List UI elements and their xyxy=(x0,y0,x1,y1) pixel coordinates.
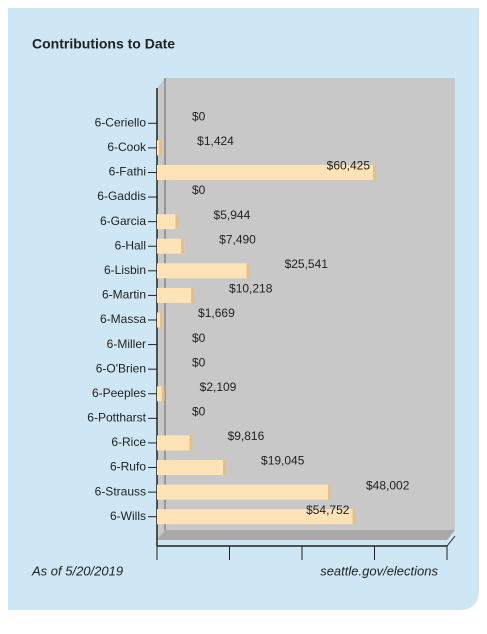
bar xyxy=(157,238,185,254)
bar-side xyxy=(159,140,163,156)
bar-side xyxy=(328,484,332,500)
value-label: $1,669 xyxy=(198,306,235,320)
footnote-right: seattle.gov/elections xyxy=(320,563,438,578)
bar-side xyxy=(161,386,165,402)
bar-side xyxy=(175,214,179,230)
bar-side xyxy=(352,509,356,525)
bar-side xyxy=(181,238,185,254)
y-tick-label: 6-Fathi xyxy=(109,165,146,179)
bar xyxy=(157,214,179,230)
y-tick-label: 6-Cook xyxy=(107,140,147,154)
y-tick-label: 6-Ceriello xyxy=(95,115,147,129)
bar-side xyxy=(246,263,250,279)
y-tick-label: 6-Lisbin xyxy=(104,263,146,277)
y-tick-label: 6-Wills xyxy=(110,509,146,523)
value-label: $7,490 xyxy=(219,232,256,246)
y-tick-label: 6-Hall xyxy=(115,238,146,252)
footnote-left: As of 5/20/2019 xyxy=(31,563,123,578)
bar xyxy=(157,484,332,500)
bar xyxy=(157,263,250,279)
x-axis-depth xyxy=(446,535,456,547)
value-label: $5,944 xyxy=(214,208,251,222)
bar-side xyxy=(191,287,195,303)
bar xyxy=(157,312,164,328)
plot-back xyxy=(157,78,455,540)
value-label: $25,541 xyxy=(285,257,329,271)
bar xyxy=(157,435,193,451)
bar-side xyxy=(160,312,164,328)
bar xyxy=(157,386,165,402)
y-tick-label: 6-Massa xyxy=(100,312,146,326)
y-tick-label: 6-Pottharst xyxy=(87,411,146,425)
chart-title: Contributions to Date xyxy=(32,36,175,52)
y-tick-label: 6-Strauss xyxy=(95,484,146,498)
y-tick-label: 6-Miller xyxy=(107,337,146,351)
value-label: $0 xyxy=(192,405,206,419)
value-label: $19,045 xyxy=(261,454,305,468)
y-tick-label: 6-Rufo xyxy=(110,460,146,474)
bar xyxy=(157,509,356,525)
y-tick-label: 6-Gaddis xyxy=(97,189,146,203)
bar-side xyxy=(223,460,227,476)
bar xyxy=(157,287,195,303)
value-label: $0 xyxy=(192,109,206,123)
value-label: $60,425 xyxy=(327,159,371,173)
y-tick-label: 6-Garcia xyxy=(100,214,146,228)
y-tick-label: 6-O'Brien xyxy=(96,361,146,375)
value-label: $9,816 xyxy=(228,429,265,443)
bar-side xyxy=(189,435,193,451)
value-label: $1,424 xyxy=(197,134,234,148)
y-tick-label: 6-Rice xyxy=(111,435,146,449)
bar xyxy=(157,460,227,476)
value-label: $10,218 xyxy=(229,282,273,296)
value-label: $54,752 xyxy=(306,503,350,517)
plot-floor xyxy=(157,530,455,540)
value-label: $0 xyxy=(192,183,206,197)
y-tick-label: 6-Martin xyxy=(102,288,146,302)
y-tick-label: 6-Peeples xyxy=(92,386,146,400)
value-label: $0 xyxy=(192,331,206,345)
value-label: $2,109 xyxy=(200,380,237,394)
value-label: $48,002 xyxy=(366,478,410,492)
bar-side xyxy=(373,164,377,180)
value-label: $0 xyxy=(192,355,206,369)
bar xyxy=(157,164,377,180)
